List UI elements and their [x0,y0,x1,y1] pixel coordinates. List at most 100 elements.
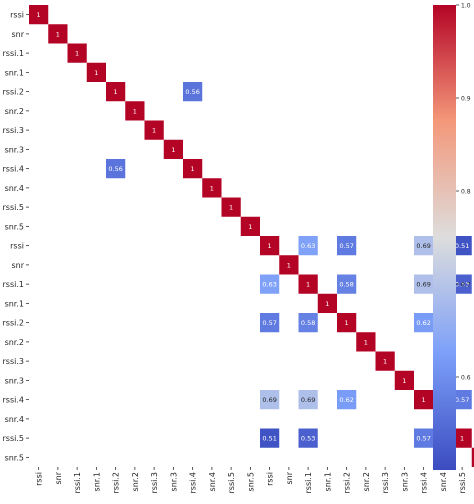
heatmap-cell [298,274,318,294]
heatmap-cell [337,313,357,333]
cell-value-label: 0.56 [108,165,122,173]
heatmap-cell [356,332,376,352]
y-tick-label: snr [11,261,24,270]
cell-value-label: 1 [229,204,233,212]
heatmap-cell [298,428,318,448]
cell-value-label: 1 [191,165,195,173]
y-tick-label: rssi [10,242,24,251]
colorbar: 1.0 0.9 0.8 0.7 0.6 [433,3,471,470]
heatmap-cell [106,159,126,179]
x-tick-label: rssi [35,472,44,486]
cell-value-label: 1 [171,146,175,154]
heatmap-cell [260,274,280,294]
cell-value-label: 1 [56,30,60,38]
cell-value-label: 1 [325,300,329,308]
x-tick-label: snr.2 [131,472,140,491]
heatmap-cell [298,313,318,333]
x-tick-label: rssi [266,472,275,486]
heatmap-cell [337,390,357,410]
cell-value-label: 1 [152,127,156,135]
cell-value-label: 0.62 [339,396,353,404]
heatmap-cell [298,390,318,410]
x-tick-label: rssi.4 [189,472,198,493]
cell-value-label: 1 [268,242,272,250]
cell-value-label: 0.63 [262,281,276,289]
cell-value-label: 0.57 [262,319,276,327]
x-tick-label: snr.2 [362,472,371,491]
x-tick-label: snr.5 [246,472,255,491]
heatmap-cell [298,236,318,256]
cell-value-label: 0.63 [301,242,315,250]
x-tick-label: snr.3 [400,472,409,491]
y-tick-label: snr.2 [5,338,24,347]
colorbar-tick-label: 0.9 [461,96,471,103]
cell-value-label: 0.58 [339,281,353,289]
cell-value-label: 1 [345,319,349,327]
cell-value-label: 0.57 [339,242,353,250]
x-tick-label: rssi.3 [381,472,390,493]
x-tick-label: snr.4 [439,472,448,491]
y-tick-label: rssi.2 [3,319,24,328]
y-tick-label: rssi.4 [3,396,24,405]
cell-value-label: 0.58 [301,319,315,327]
cell-value-label: 0.56 [185,88,199,96]
y-tick-label: rssi [10,11,24,20]
y-tick-label: rssi.2 [3,88,24,97]
heatmap-cell [67,43,87,63]
y-tick-label: rssi.3 [3,357,24,366]
cell-value-label: 0.62 [416,319,430,327]
heatmap-cell [106,82,126,102]
y-tick-label: snr [11,30,24,39]
x-tick-label: snr.1 [92,472,101,491]
colorbar-tick-label: 0.6 [461,375,471,382]
cell-value-label: 1 [422,396,426,404]
heatmap-cells: 1111111111111111111111110.560.560.630.57… [29,5,474,467]
x-tick-label: rssi.5 [458,472,467,493]
cell-value-label: 0.69 [416,281,430,289]
x-tick-label: rssi.1 [304,472,313,493]
y-tick-label: snr.5 [5,453,24,462]
cell-value-label: 1 [402,377,406,385]
x-tick-label: snr [54,471,63,484]
heatmap-cell [183,82,203,102]
cell-value-label: 1 [210,184,214,192]
y-tick-label: rssi.5 [3,203,24,212]
cell-value-label: 1 [75,50,79,58]
heatmap-cell [260,313,280,333]
cell-value-label: 0.57 [455,396,469,404]
heatmap-cell [414,390,434,410]
y-tick-label: snr.5 [5,222,24,231]
heatmap-cell [125,101,145,121]
x-tick-label: rssi.2 [112,472,121,493]
y-tick-label: snr.4 [5,184,24,193]
heatmap-cell [221,197,241,217]
cell-value-label: 0.51 [455,242,469,250]
heatmap-cell [279,255,299,275]
cell-value-label: 0.51 [262,435,276,443]
colorbar-gradient [433,5,456,470]
x-tick-label: rssi.2 [343,472,352,493]
x-tick-label: rssi.5 [227,472,236,493]
cell-value-label: 1 [37,11,41,19]
heatmap-cell [337,236,357,256]
heatmap-cell [29,5,49,25]
heatmap-cell [414,428,434,448]
x-tick-label: rssi.3 [150,472,159,493]
heatmap-cell [86,62,106,82]
colorbar-tick-label: 0.7 [461,282,471,289]
cell-value-label: 0.69 [301,396,315,404]
colorbar-tick-label: 1.0 [461,3,471,10]
heatmap-cell [48,24,68,44]
y-tick-label: rssi.3 [3,126,24,135]
heatmap-cell [260,236,280,256]
heatmap-cell [317,293,337,313]
heatmap-cell [452,390,472,410]
heatmap-cell [375,351,395,371]
y-tick-label: snr.3 [5,376,24,385]
cell-value-label: 1 [460,435,464,443]
cell-value-label: 0.57 [416,435,430,443]
heatmap-cell [260,428,280,448]
heatmap-cell [452,428,472,448]
